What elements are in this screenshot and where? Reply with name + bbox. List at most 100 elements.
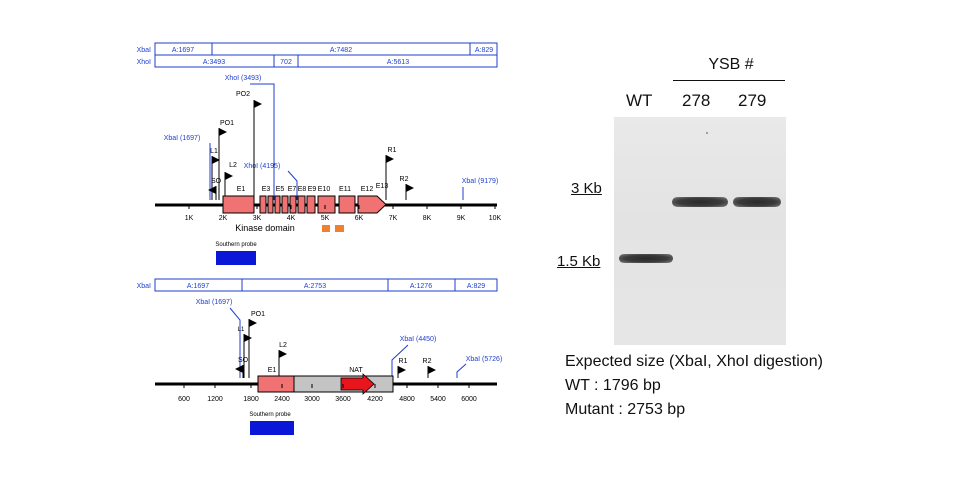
lane-label-wt: WT (626, 91, 653, 110)
primer-l1: L1 (210, 148, 220, 200)
xbai-fragment: A:2753 (304, 283, 326, 290)
svg-text:XhoI (4195): XhoI (4195) (244, 163, 281, 170)
marker-1-5kb-label: 1.5 Kb (557, 253, 601, 270)
axis-tick: 600 (178, 396, 190, 403)
xbai-fragment: A:7482 (330, 47, 352, 54)
axis-tick: 5K (321, 215, 330, 222)
site-xbai-1697: XbaI (1697) (164, 135, 211, 200)
lane-label-279: 279 (738, 91, 767, 110)
axis-tick: 3000 (304, 396, 320, 403)
svg-text:R2: R2 (423, 358, 432, 365)
site-xhoi-4195: XhoI (4195) (244, 163, 298, 200)
exon-label: E13 (376, 183, 389, 190)
exon-label: E5 (276, 186, 285, 193)
gel-band-wt (619, 254, 673, 263)
xbai-fragment: A:1697 (172, 47, 194, 54)
axis-tick: 4800 (399, 396, 415, 403)
xhoi-fragment: A:5613 (387, 59, 409, 66)
exon-label: E3 (262, 186, 271, 193)
wt-exon-blocks (222, 195, 387, 214)
southern-probe-bar (250, 421, 294, 435)
primer-r1: R1 (397, 358, 408, 378)
axis-tick: 8K (423, 215, 432, 222)
xbai-fragment: A:1697 (187, 283, 209, 290)
xhoi-row-label: XhoI (137, 59, 151, 66)
axis-tick: 3600 (335, 396, 351, 403)
primer-l2: L2 (224, 162, 237, 200)
axis-tick: 4K (287, 215, 296, 222)
axis-tick: 9K (457, 215, 466, 222)
xhoi-fragment: 702 (280, 59, 292, 66)
notes-wt: WT : 1796 bp (565, 377, 661, 394)
wt-axis: 1K 2K 3K 4K 5K 6K 7K 8K 9K 10K (185, 205, 502, 222)
svg-text:XbaI (4450): XbaI (4450) (400, 336, 437, 343)
svg-text:R1: R1 (399, 358, 408, 365)
svg-text:L2: L2 (229, 162, 237, 169)
southern-probe-bar (216, 251, 256, 265)
axis-tick: 4200 (367, 396, 383, 403)
svg-text:R2: R2 (400, 176, 409, 183)
axis-tick: 5400 (430, 396, 446, 403)
axis-tick: 3K (253, 215, 262, 222)
svg-text:XbaI (5726): XbaI (5726) (466, 356, 503, 363)
axis-tick: 2K (219, 215, 228, 222)
site-xbai-9179: XbaI (9179) (462, 178, 498, 200)
primer-r2: R2 (400, 176, 414, 200)
wt-gene-locus: XbaI (1697) XhoI (3493) XhoI (4195) XbaI… (155, 75, 502, 265)
site-xbai-1697: XbaI (1697) (196, 299, 241, 378)
svg-text:XhoI (3493): XhoI (3493) (225, 75, 262, 82)
axis-tick: 7K (389, 215, 398, 222)
site-xbai-4450: XbaI (4450) (391, 336, 437, 378)
primer-po1: PO1 (248, 311, 265, 378)
marker-3kb-label: 3 Kb (571, 180, 602, 197)
wt-exon-labels: E1 E3 E5 E7 E8 E9 E10 E11 E12 E13 (237, 183, 389, 193)
svg-text:L1: L1 (210, 148, 218, 155)
notes-mutant: Mutant : 2753 bp (565, 401, 686, 418)
svg-text:L1: L1 (238, 327, 245, 333)
axis-tick: 6K (355, 215, 364, 222)
mutant-exon-e1 (257, 375, 295, 393)
ysb-group-label: YSB # (708, 56, 754, 73)
expected-size-notes: Expected size (XbaI, XhoI digestion) WT … (565, 350, 823, 422)
exon-label: E1 (237, 186, 246, 193)
axis-tick: 1K (185, 215, 194, 222)
xbai-row-label: XbaI (137, 283, 151, 290)
site-xbai-5726: XbaI (5726) (456, 356, 503, 378)
ysb-group-line (673, 80, 785, 81)
nat-marker-arrow (340, 373, 375, 395)
primer-l1: L1 (238, 327, 252, 378)
exon-label: E12 (361, 186, 374, 193)
xbai-fragment: A:1276 (410, 283, 432, 290)
svg-text:PO1: PO1 (220, 120, 234, 127)
site-xhoi-3493: XhoI (3493) (225, 75, 275, 200)
primer-po2: PO2 (236, 91, 262, 200)
gel-band-278 (672, 197, 728, 207)
axis-tick: 1800 (243, 396, 259, 403)
mutant-restriction-map: XbaI A:1697 A:2753 A:1276 A:829 (137, 278, 498, 292)
svg-text:PO1: PO1 (251, 311, 265, 318)
primer-po1: PO1 (218, 120, 234, 200)
svg-text:SO: SO (238, 357, 249, 364)
gel-band-279 (733, 197, 781, 207)
notes-title: Expected size (XbaI, XhoI digestion) (565, 353, 823, 370)
mutant-gene-locus: XbaI (1697) XbaI (4450) XbaI (5726) PO1 … (155, 299, 502, 435)
exon-label: E8 (298, 186, 307, 193)
primer-r1: R1 (385, 147, 397, 200)
axis-tick: 1200 (207, 396, 223, 403)
primer-so: SO (208, 178, 222, 200)
exon-label: E1 (268, 367, 277, 374)
axis-tick: 6000 (461, 396, 477, 403)
primer-so: SO (235, 357, 249, 378)
xbai-fragment: A:829 (475, 47, 493, 54)
kinase-domain-label: Kinase domain (235, 223, 295, 233)
xbai-row-label: XbaI (137, 47, 151, 54)
kinase-domain-block (335, 225, 344, 232)
exon-label: E7 (288, 186, 297, 193)
lane-label-278: 278 (682, 91, 711, 110)
exon-label: E9 (308, 186, 317, 193)
exon-label: E11 (339, 186, 351, 193)
southern-probe-label: Southern probe (249, 412, 291, 418)
mutant-axis: 600 1200 1800 2400 3000 3600 4200 4800 5… (178, 384, 477, 403)
primer-r2: R2 (423, 358, 436, 378)
